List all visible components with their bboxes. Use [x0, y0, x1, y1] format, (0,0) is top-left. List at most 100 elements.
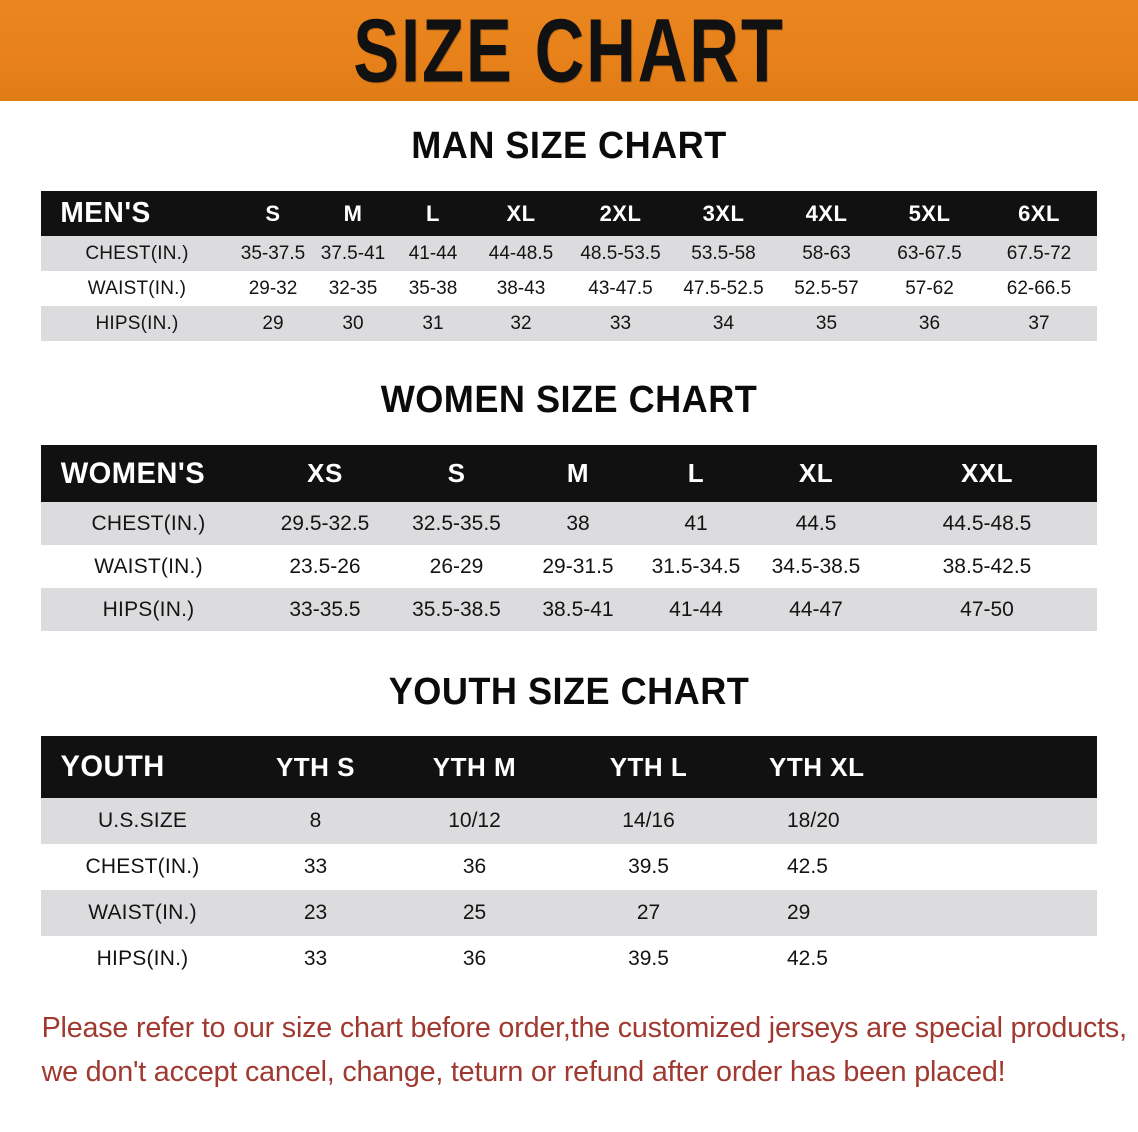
man-section-title: MAN SIZE CHART: [411, 125, 727, 167]
table-cell: 48.5-53.5: [580, 242, 661, 264]
disclaimer-line-2: we don't accept cancel, change, teturn o…: [41, 1056, 1006, 1088]
youth-size-table: YOUTH YTH S YTH M YTH L YTH XL U.S.SIZE …: [41, 736, 1097, 982]
women-col-l: L: [687, 458, 705, 488]
table-cell: 37.5-41: [320, 242, 386, 264]
table-cell: 36: [462, 855, 487, 878]
table-cell: 32.5-35.5: [412, 511, 501, 535]
women-row-label-chest: CHEST(IN.): [91, 511, 206, 535]
man-row-label-chest: CHEST(IN.): [85, 242, 189, 264]
table-cell: 58-63: [802, 242, 851, 264]
table-cell: 35-37.5: [240, 242, 306, 264]
table-cell: 14/16: [622, 809, 675, 832]
women-col-m: M: [566, 458, 590, 488]
women-col-xxl: XXL: [960, 458, 1014, 488]
table-row: WAIST(IN.) 23.5-26 26-29 29-31.5 31.5-34…: [41, 545, 1097, 588]
table-cell: 41-44: [408, 242, 458, 264]
man-col-s: S: [265, 200, 281, 226]
table-cell: 43-47.5: [588, 277, 653, 299]
table-cell: 33: [609, 312, 632, 334]
table-cell: 23: [303, 901, 328, 924]
man-col-2xl: 2XL: [599, 200, 642, 226]
women-col-xs: XS: [307, 458, 343, 488]
table-cell: 32: [510, 312, 532, 334]
table-cell: 47.5-52.5: [683, 277, 764, 299]
table-cell: 31: [422, 312, 444, 334]
youth-row-label-chest: CHEST(IN.): [85, 855, 200, 878]
table-cell: 29: [262, 312, 284, 334]
disclaimer-line-1: Please refer to our size chart before or…: [41, 1012, 1127, 1044]
table-cell: 32-35: [328, 277, 378, 299]
women-row-label-hips: HIPS(IN.): [102, 597, 195, 621]
table-row: U.S.SIZE 8 10/12 14/16 18/20: [41, 798, 1097, 844]
man-table-wrapper: MEN'S S M L XL 2XL 3XL 4XL 5XL 6XL CHEST…: [0, 191, 1138, 341]
man-row-label-waist: WAIST(IN.): [87, 277, 187, 299]
table-cell: 63-67.5: [897, 242, 962, 264]
table-cell: 44.5: [795, 511, 837, 535]
table-cell: 37: [1028, 312, 1050, 334]
table-cell: 30: [342, 312, 364, 334]
table-cell: 38-43: [496, 277, 546, 299]
youth-row-label-hips: HIPS(IN.): [96, 947, 189, 970]
table-cell: 53.5-58: [691, 242, 756, 264]
women-corner-label: WOMEN'S: [60, 456, 206, 490]
youth-row-label-waist: WAIST(IN.): [88, 901, 197, 924]
table-cell: 34: [712, 312, 735, 334]
women-size-table: WOMEN'S XS S M L XL XXL CHEST(IN.) 29.5-…: [41, 445, 1097, 631]
table-cell: 23.5-26: [289, 554, 361, 578]
man-corner-label: MEN'S: [60, 197, 151, 229]
banner-title: SIZE CHART: [353, 0, 785, 101]
table-row: WAIST(IN.) 23 25 27 29: [41, 890, 1097, 936]
page-banner: SIZE CHART: [0, 0, 1138, 101]
table-cell: 26-29: [429, 554, 484, 578]
table-row: HIPS(IN.) 33-35.5 35.5-38.5 38.5-41 41-4…: [41, 588, 1097, 631]
table-cell: 41: [684, 511, 708, 535]
table-cell: 41-44: [669, 597, 723, 621]
table-cell: 34.5-38.5: [771, 554, 861, 578]
table-cell: 35-38: [408, 277, 458, 299]
table-row: CHEST(IN.) 29.5-32.5 32.5-35.5 38 41 44.…: [41, 502, 1097, 545]
man-row-label-hips: HIPS(IN.): [95, 312, 179, 334]
table-cell: 8: [309, 809, 322, 832]
youth-corner-label: YOUTH: [60, 750, 165, 783]
table-cell: 29-32: [248, 277, 298, 299]
table-cell: 31.5-34.5: [651, 554, 741, 578]
table-row: HIPS(IN.) 33 36 39.5 42.5: [41, 936, 1097, 982]
table-row: WAIST(IN.) 29-32 32-35 35-38 38-43 43-47…: [41, 271, 1097, 306]
table-cell: 38.5-42.5: [942, 554, 1032, 578]
table-cell: 33-35.5: [289, 597, 361, 621]
table-cell: 47-50: [960, 597, 1014, 621]
table-cell: 18/20: [787, 809, 840, 832]
table-cell: 27: [636, 901, 661, 924]
man-col-m: M: [343, 200, 363, 226]
youth-row-label-ussize: U.S.SIZE: [97, 809, 188, 832]
women-table-header-row: WOMEN'S XS S M L XL XXL: [41, 445, 1097, 502]
youth-table-wrapper: YOUTH YTH S YTH M YTH L YTH XL U.S.SIZE …: [0, 736, 1138, 982]
youth-table-header-row: YOUTH YTH S YTH M YTH L YTH XL: [41, 736, 1097, 798]
table-cell: 36: [918, 312, 941, 334]
women-col-s: S: [447, 458, 466, 488]
table-cell: 62-66.5: [1006, 277, 1072, 299]
table-cell: 39.5: [628, 855, 669, 878]
table-cell: 38: [566, 511, 590, 535]
table-cell: 25: [462, 901, 487, 924]
table-cell: 44.5-48.5: [942, 511, 1032, 535]
youth-col-xl: YTH XL: [769, 751, 865, 782]
man-col-3xl: 3XL: [702, 200, 745, 226]
table-cell: 39.5: [628, 947, 669, 970]
table-cell: 38.5-41: [542, 597, 614, 621]
table-cell: 29.5-32.5: [280, 511, 370, 535]
table-cell: 29: [787, 901, 811, 924]
table-cell: 35: [815, 312, 838, 334]
table-cell: 42.5: [787, 947, 828, 970]
table-row: CHEST(IN.) 35-37.5 37.5-41 41-44 44-48.5…: [41, 236, 1097, 271]
table-cell: 10/12: [448, 809, 501, 832]
table-cell: 57-62: [905, 277, 954, 299]
man-size-table: MEN'S S M L XL 2XL 3XL 4XL 5XL 6XL CHEST…: [41, 191, 1097, 341]
disclaimer-text: Please refer to our size chart before or…: [0, 1006, 1127, 1094]
table-cell: 44-48.5: [488, 242, 554, 264]
table-row: CHEST(IN.) 33 36 39.5 42.5: [41, 844, 1097, 890]
youth-section-title: YOUTH SIZE CHART: [388, 671, 750, 713]
table-cell: 67.5-72: [1006, 242, 1072, 264]
youth-col-m: YTH M: [432, 751, 517, 782]
